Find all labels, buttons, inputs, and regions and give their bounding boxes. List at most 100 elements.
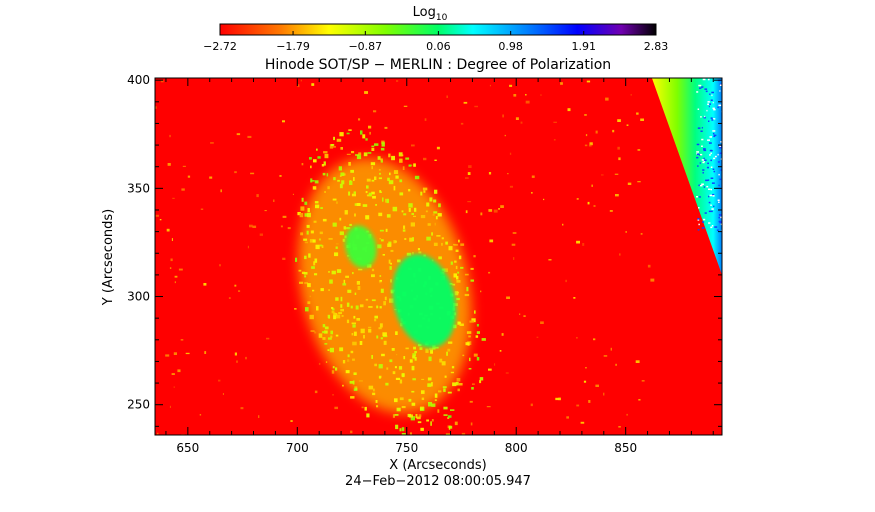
speckle: [536, 336, 539, 338]
speckle: [640, 118, 644, 121]
edge-speckle: [704, 115, 706, 118]
edge-speckle: [719, 214, 722, 216]
speckle: [489, 84, 491, 87]
speckle: [486, 406, 491, 408]
colorbar-tick-label: 0.98: [498, 40, 523, 53]
speckle: [321, 164, 325, 167]
speckle: [525, 94, 527, 96]
speckle: [446, 95, 448, 98]
edge-speckle: [703, 157, 705, 160]
speckle: [469, 320, 474, 323]
speckle: [615, 194, 619, 197]
speckle: [511, 243, 516, 246]
edge-speckle: [703, 149, 707, 152]
edge-speckle: [696, 143, 700, 146]
speckle: [576, 337, 578, 339]
speckle: [531, 192, 533, 194]
speckle: [334, 406, 338, 410]
speckle: [471, 387, 474, 390]
colorbar-tick-label: 2.83: [644, 40, 669, 53]
colorbar-tick-label: 0.06: [426, 40, 451, 53]
speckle: [329, 144, 334, 149]
edge-speckle: [709, 194, 713, 197]
edge-speckle: [701, 145, 703, 147]
speckle: [240, 407, 244, 410]
speckle: [292, 193, 294, 195]
speckle: [311, 180, 315, 182]
speckle: [458, 239, 460, 243]
speckle: [178, 268, 183, 271]
edge-speckle: [718, 184, 720, 187]
speckle: [431, 419, 434, 422]
speckle: [605, 97, 609, 101]
speckle: [589, 142, 593, 146]
speckle: [499, 350, 502, 352]
speckle: [358, 152, 362, 155]
speckle: [587, 201, 590, 205]
edge-speckle: [699, 184, 703, 187]
speckle: [609, 210, 613, 212]
edge-speckle: [700, 153, 703, 156]
x-tick-label: 850: [614, 441, 637, 455]
speckle: [282, 215, 287, 218]
edge-speckle: [717, 199, 720, 201]
edge-speckle: [709, 149, 712, 152]
speckle: [366, 413, 370, 418]
edge-speckle: [703, 116, 706, 119]
edge-speckle: [700, 130, 703, 132]
speckle: [595, 130, 598, 134]
edge-speckle: [711, 119, 714, 121]
speckle: [531, 175, 535, 178]
speckle: [481, 338, 486, 341]
speckle: [468, 368, 472, 370]
speckle: [360, 130, 363, 135]
speckle: [234, 352, 237, 356]
speckle: [330, 144, 335, 146]
edge-speckle: [703, 148, 706, 150]
speckle: [540, 321, 544, 324]
edge-speckle: [707, 103, 710, 105]
edge-speckle: [709, 154, 711, 156]
speckle: [361, 406, 364, 409]
speckle: [174, 275, 178, 278]
edge-speckle: [714, 226, 718, 228]
speckle: [401, 427, 405, 432]
speckle: [591, 184, 593, 187]
speckle: [402, 437, 406, 441]
edge-speckle: [718, 104, 722, 107]
speckle: [350, 430, 353, 434]
edge-speckle: [702, 169, 705, 171]
speckle: [489, 239, 494, 243]
speckle: [612, 129, 615, 133]
speckle: [502, 114, 504, 118]
speckle: [313, 159, 317, 163]
speckle: [279, 175, 282, 177]
speckle: [413, 163, 416, 167]
speckle: [414, 175, 420, 180]
speckle: [155, 214, 159, 217]
speckle: [601, 174, 604, 176]
edge-speckle: [712, 132, 715, 135]
edge-speckle: [712, 107, 715, 110]
speckle: [458, 383, 463, 386]
edge-speckle: [696, 91, 699, 93]
edge-speckle: [701, 183, 704, 185]
edge-speckle: [719, 178, 722, 181]
y-tick-label: 250: [127, 398, 150, 412]
speckle: [358, 118, 361, 121]
edge-speckle: [698, 184, 702, 187]
speckle: [618, 157, 621, 161]
x-tick-label: 650: [176, 441, 199, 455]
speckle: [185, 352, 190, 355]
speckle: [479, 377, 484, 381]
speckle: [488, 271, 491, 274]
edge-speckle: [707, 162, 709, 165]
speckle: [425, 446, 427, 450]
edge-speckle: [712, 193, 715, 196]
edge-speckle: [701, 86, 704, 88]
edge-speckle: [702, 172, 704, 174]
speckle: [586, 80, 591, 83]
edge-speckle: [707, 101, 710, 103]
x-axis: 650 700 750 800 850: [165, 78, 714, 455]
speckle: [394, 414, 399, 416]
